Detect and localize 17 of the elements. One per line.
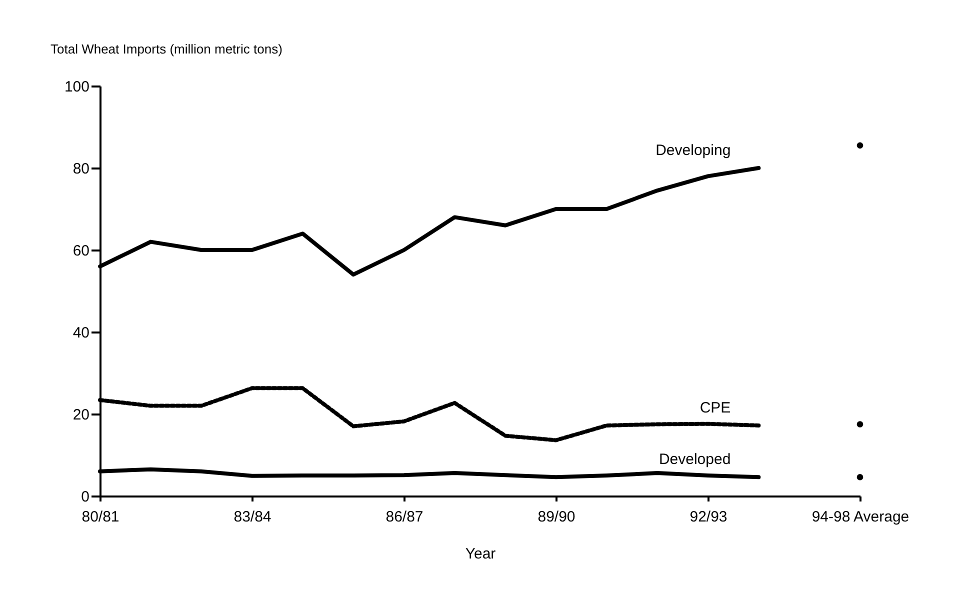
x-tick-label: 80/81 — [82, 508, 120, 526]
series-label: CPE — [700, 399, 731, 416]
y-tick-label: 100 — [64, 78, 90, 96]
x-tick-label: 83/84 — [234, 508, 272, 526]
x-tick-label: 94-98 Average — [812, 508, 910, 526]
y-tick-label: 40 — [72, 324, 90, 342]
y-tick-label: 0 — [81, 488, 90, 506]
y-axis-title: Total Wheat Imports (million metric tons) — [50, 42, 282, 56]
series-label: Developed — [658, 451, 731, 468]
series-label: Developing — [656, 142, 731, 159]
y-tick-label: 20 — [72, 406, 90, 424]
y-tick-label: 80 — [72, 160, 90, 178]
y-tick-label: 60 — [72, 242, 90, 260]
x-axis-title: Year — [465, 546, 496, 562]
x-tick-label: 92/93 — [690, 508, 728, 526]
x-tick-label: 89/90 — [538, 508, 576, 526]
x-tick-label: 86/87 — [386, 508, 424, 526]
